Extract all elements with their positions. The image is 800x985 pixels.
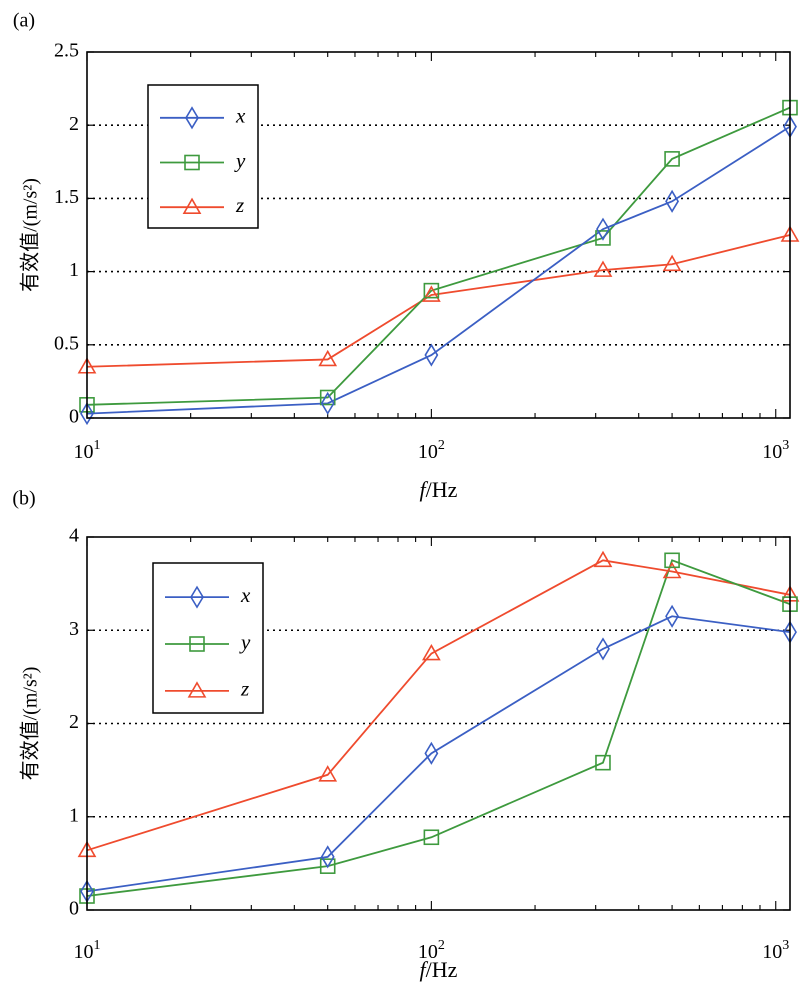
data-point-x	[320, 391, 335, 415]
data-point-z	[662, 561, 682, 579]
x-axis-label: f/Hz	[420, 957, 458, 982]
data-point-z	[593, 550, 613, 568]
series-line-y	[86, 559, 791, 897]
plot-frame	[86, 536, 791, 911]
y-tick-label: 0.5	[54, 332, 79, 354]
data-point-z	[593, 260, 613, 277]
legend-box	[152, 562, 264, 714]
data-point-y	[319, 858, 336, 874]
data-point-y	[664, 552, 680, 569]
legend-label-x: x	[240, 583, 251, 607]
panel-label: (a)	[13, 10, 35, 32]
series-line-z	[86, 234, 791, 368]
series-line-x	[86, 615, 791, 893]
legend-marker-y	[189, 636, 205, 652]
y-tick-label: 2	[69, 711, 79, 733]
data-point-x	[665, 189, 680, 213]
y-tick-label: 3	[69, 618, 79, 640]
data-point-x	[596, 217, 610, 241]
data-point-x	[424, 741, 439, 765]
data-point-x	[80, 402, 94, 426]
y-axis-label: 有效值/(m/s²)	[19, 178, 42, 292]
data-point-z	[318, 765, 338, 782]
series-line-x	[86, 125, 791, 415]
y-axis-label: 有效值/(m/s²)	[19, 667, 42, 781]
legend-label-y: y	[234, 148, 246, 172]
data-point-z	[421, 285, 441, 302]
y-tick-label: 2.5	[54, 40, 79, 62]
legend-label-z: z	[235, 193, 244, 217]
legend-marker-z	[187, 681, 207, 698]
legend-marker-z	[182, 197, 202, 214]
x-tick-label: 102	[418, 938, 445, 963]
legend-marker-x	[185, 106, 199, 130]
chart-panel-a: (a) 0 0.5 1 1.5 2 2.5 101 102 103 f/Hz 有效值/(m/s²) xy…	[13, 10, 800, 502]
data-point-z	[421, 643, 441, 661]
data-point-y	[423, 829, 440, 846]
y-tick-label: 1.5	[54, 186, 79, 208]
data-point-x	[665, 604, 680, 628]
data-point-y	[595, 230, 611, 246]
x-tick-label: 102	[418, 438, 445, 463]
x-tick-label: 103	[762, 438, 789, 463]
chart-panel-b: (b) 0 1 2 3 4 101 102 103 f/Hz 有效值/(m/s²) xyz	[12, 488, 800, 982]
y-tick-label: 0	[69, 898, 79, 920]
data-point-x	[596, 637, 610, 661]
x-axis-label: f/Hz	[420, 477, 458, 502]
x-tick-label: 101	[74, 938, 101, 963]
panel-label: (b)	[12, 488, 35, 510]
x-tick-label: 101	[74, 438, 101, 463]
plot-frame	[86, 51, 791, 419]
y-tick-label: 4	[69, 525, 79, 547]
data-point-z	[318, 349, 338, 367]
legend-marker-x	[190, 585, 204, 609]
data-point-z	[662, 254, 682, 272]
legend-box	[147, 84, 259, 229]
data-point-y	[423, 282, 440, 299]
series-line-y	[86, 106, 791, 406]
legend: xyz	[152, 562, 264, 714]
data-point-y	[595, 754, 611, 771]
legend-label-x: x	[235, 104, 246, 128]
series-line-z	[86, 559, 791, 852]
legend: xyz	[147, 84, 259, 229]
y-tick-label: 1	[69, 259, 79, 281]
data-point-y	[319, 389, 336, 406]
y-tick-label: 2	[69, 113, 79, 135]
y-tick-label: 0	[69, 406, 79, 428]
data-point-x	[320, 845, 335, 869]
legend-label-z: z	[240, 677, 249, 701]
data-point-y	[664, 151, 680, 167]
legend-marker-y	[184, 154, 200, 171]
x-tick-label: 103	[762, 938, 789, 963]
legend-label-y: y	[239, 630, 251, 654]
y-tick-label: 1	[69, 804, 79, 826]
data-point-x	[424, 343, 439, 367]
